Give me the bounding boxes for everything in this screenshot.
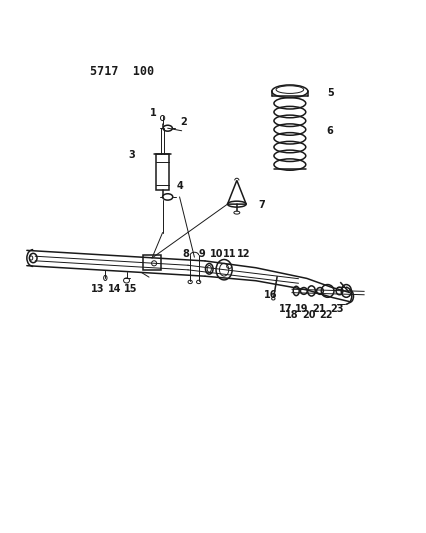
Text: 4: 4 [176,181,182,191]
Text: 13: 13 [91,284,105,294]
Text: 20: 20 [301,310,314,320]
Text: 12: 12 [236,249,249,259]
Text: 9: 9 [198,249,204,259]
Polygon shape [227,180,245,204]
Text: 15: 15 [124,284,137,294]
Text: 5717  100: 5717 100 [90,65,154,78]
Text: 10: 10 [209,249,223,259]
Ellipse shape [123,278,129,283]
Text: 21: 21 [311,304,325,314]
Text: 8: 8 [181,249,188,259]
Text: 14: 14 [108,284,121,294]
Text: 2: 2 [180,117,187,127]
Text: 1: 1 [150,108,156,118]
FancyBboxPatch shape [142,255,161,270]
Text: 11: 11 [222,249,236,259]
Text: 6: 6 [326,126,333,136]
Text: 3: 3 [128,150,135,160]
Text: 18: 18 [285,310,298,320]
Text: 22: 22 [318,310,332,320]
Text: 16: 16 [263,290,277,301]
Text: 19: 19 [294,304,307,314]
Text: 5: 5 [326,88,333,99]
Text: 17: 17 [278,304,291,314]
Text: 23: 23 [329,304,343,314]
Text: 7: 7 [257,200,264,210]
FancyBboxPatch shape [156,154,169,190]
